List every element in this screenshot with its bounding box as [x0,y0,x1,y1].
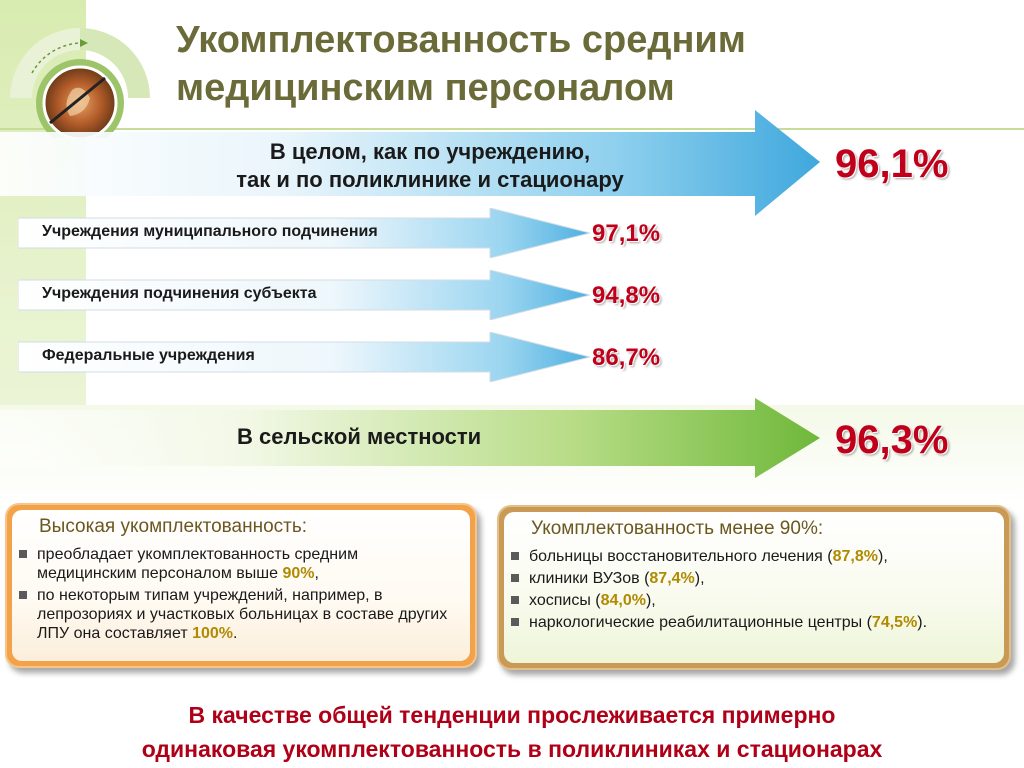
item-value: 74,5% [871,614,918,631]
bullet-square-icon [511,618,519,626]
high-staffing-box-inner [12,510,470,661]
item-text: преобладает укомплектованность средним м… [37,546,359,582]
main-arrow-label: В целом, как по учреждению, так и по пол… [120,138,740,194]
item-suffix: ), [877,548,888,565]
high-staffing-list: преобладает укомплектованность средним м… [19,545,459,646]
title-line-1: Укомплектованность средним [176,19,746,61]
item-value: 87,4% [649,570,695,587]
main-arrow-line-2: так и по поликлинике и стационару [236,167,624,192]
sub-arrow-federal: Федеральные учреждения [18,332,590,382]
bullet-square-icon [19,591,27,599]
item-suffix: , [314,565,319,582]
item-suffix: ). [917,614,928,631]
item-value: 87,8% [832,548,878,565]
item-value: 90% [282,565,315,582]
title-line-2: медицинским персоналом [176,67,675,109]
sub-arrow-municipal-label: Учреждения муниципального подчинения [42,223,378,240]
sub-arrow-subject-value: 94,8% [592,282,661,309]
header-divider [0,128,1024,130]
main-arrow: В целом, как по учреждению, так и по пол… [0,110,820,220]
item-suffix: . [233,625,238,642]
high-staffing-title: Высокая укомплектованность: [39,516,308,537]
sub-arrow-federal-value: 86,7% [592,344,661,371]
list-item: больницы восстановительного лечения (87,… [511,547,991,566]
high-staffing-box: Высокая укомплектованность: преобладает … [5,503,477,668]
low-staffing-title: Укомплектованность менее 90%: [531,518,824,539]
rural-arrow-label: В сельской местности [237,424,482,449]
low-staffing-box: Укомплектованность менее 90%: больницы в… [497,505,1011,670]
bullet-square-icon [511,574,519,582]
medical-logo-icon [10,28,150,147]
item-text: клиники ВУЗов ( [529,570,650,587]
list-item: наркологические реабилитационные центры … [511,613,991,632]
item-text: больницы восстановительного лечения ( [529,548,833,565]
list-item: преобладает укомплектованность средним м… [19,545,459,583]
conclusion-line-2: одинаковая укомплектованность в поликлин… [141,736,883,762]
main-arrow-value: 96,1% [835,142,949,186]
rural-arrow: В сельской местности [0,398,820,478]
item-text: по некоторым типам учреждений, например,… [37,587,448,642]
low-staffing-list: больницы восстановительного лечения (87,… [511,547,991,635]
sub-arrow-federal-label: Федеральные учреждения [42,347,255,364]
sub-arrow-municipal-value: 97,1% [592,220,661,247]
list-item: хосписы (84,0%), [511,591,991,610]
sub-arrow-municipal: Учреждения муниципального подчинения [18,208,590,258]
item-value: 100% [192,625,234,642]
sub-arrow-subject: Учреждения подчинения субъекта [18,270,590,320]
page-title: Укомплектованность средним медицинским п… [176,16,936,112]
conclusion-line-1: В качестве общей тенденции прослеживаетс… [188,702,836,728]
item-suffix: ), [694,570,705,587]
sub-arrow-subject-label: Учреждения подчинения субъекта [42,285,317,302]
item-text: наркологические реабилитационные центры … [529,614,872,631]
rural-arrow-value: 96,3% [835,418,949,462]
conclusion-text: В качестве общей тенденции прослеживаетс… [40,698,984,766]
bullet-square-icon [19,550,27,558]
item-suffix: ), [645,592,656,609]
item-value: 84,0% [600,592,646,609]
bullet-square-icon [511,596,519,604]
low-staffing-box-inner [504,512,1004,663]
main-arrow-line-1: В целом, как по учреждению, [269,139,591,164]
list-item: по некоторым типам учреждений, например,… [19,586,459,643]
bullet-square-icon [511,552,519,560]
item-text: хосписы ( [529,592,601,609]
list-item: клиники ВУЗов (87,4%), [511,569,991,588]
